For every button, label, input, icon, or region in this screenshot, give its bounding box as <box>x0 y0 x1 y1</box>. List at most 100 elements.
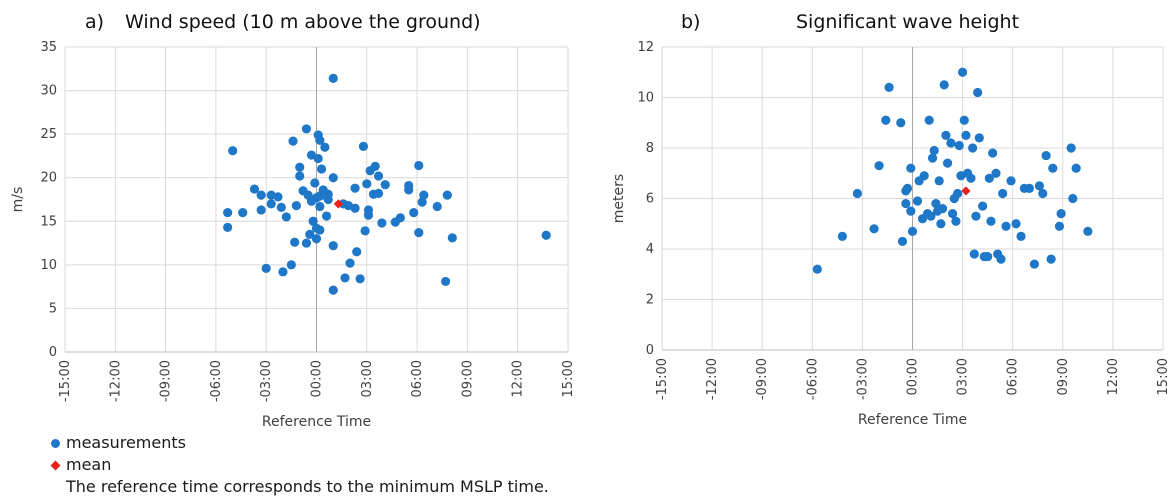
x-tick-label: 00:00 <box>906 358 921 395</box>
measurement-point <box>352 247 362 257</box>
y-tick-label: 35 <box>40 40 57 55</box>
measurement-point <box>345 258 355 268</box>
measurement-point <box>447 233 457 243</box>
measurement-point <box>316 164 327 174</box>
measurement-point <box>902 183 913 193</box>
measurement-point <box>373 188 384 198</box>
measurement-point <box>812 264 822 274</box>
measurement-point <box>380 180 390 190</box>
y-tick-label: 2 <box>646 293 654 308</box>
x-tick-label: 03:00 <box>956 358 971 395</box>
measurement-point <box>414 160 424 171</box>
measurement-point <box>266 199 276 209</box>
y-tick-label: 25 <box>40 127 57 142</box>
measurement-point <box>968 143 978 153</box>
measurement-point <box>929 145 939 156</box>
legend: measurements mean The reference time cor… <box>44 432 549 498</box>
y-tick-label: 6 <box>646 192 654 207</box>
x-tick-label: 06:00 <box>410 360 425 397</box>
measurement-point <box>340 273 350 283</box>
measurement-point <box>926 211 936 221</box>
measurement-point <box>874 161 884 171</box>
measurement-point <box>927 153 938 163</box>
measurement-point <box>311 234 322 244</box>
measurement-point <box>901 198 911 209</box>
x-tick-label: -06:00 <box>209 360 224 402</box>
measurement-point <box>936 219 946 229</box>
x-tick-label: -06:00 <box>805 358 820 400</box>
x-tick-label: -03:00 <box>259 360 274 402</box>
reference-time-note: The reference time corresponds to the mi… <box>66 477 549 496</box>
measurement-point <box>959 115 969 125</box>
measurement-point <box>1038 188 1048 199</box>
x-tick-label: -15:00 <box>655 358 670 400</box>
measurement-point <box>991 168 1001 178</box>
y-tick-label: 10 <box>40 258 57 273</box>
measurement-point <box>541 230 551 240</box>
measurement-point <box>417 197 427 207</box>
measurement-point <box>974 133 984 143</box>
measurement-point <box>310 178 320 188</box>
measurement-point <box>1048 163 1058 173</box>
measurement-point <box>377 218 387 228</box>
measurement-point <box>941 130 951 140</box>
measurement-point <box>273 192 283 202</box>
measurement-point <box>328 73 338 83</box>
measurement-point <box>896 118 906 128</box>
x-tick-label: 12:00 <box>1106 358 1121 395</box>
measurement-point <box>906 206 916 216</box>
measurement-point <box>315 225 325 235</box>
measurement-point <box>973 87 983 98</box>
measurement-point <box>328 285 338 295</box>
y-tick-label: 0 <box>646 343 654 358</box>
measurement-point <box>291 201 301 211</box>
measurement-point <box>315 135 325 145</box>
measurement-point <box>278 267 288 277</box>
y-tick-label: 30 <box>40 84 57 99</box>
y-tick-label: 10 <box>637 91 654 106</box>
x-tick-label: 15:00 <box>561 360 576 397</box>
measurement-point <box>937 204 948 214</box>
x-tick-label: 12:00 <box>511 360 526 397</box>
measurement-point <box>1041 150 1051 161</box>
measurement-point <box>881 115 891 125</box>
measurement-point <box>1054 221 1065 231</box>
measurement-point <box>355 274 365 284</box>
measurement-point <box>912 196 923 206</box>
panel-label: b) <box>681 11 700 33</box>
y-axis-label: meters <box>611 174 627 223</box>
chart-title: Wind speed (10 m above the ground) <box>125 11 481 33</box>
measurement-point <box>373 171 384 181</box>
measurement-point <box>301 124 312 134</box>
x-tick-label: 00:00 <box>310 360 325 397</box>
wave-height-panel: 0 2 4 6 8 10 12 -15:00 -12:00 -09:00 -06:00 -03:00 0… <box>611 11 1169 428</box>
measurement-point <box>1071 163 1081 173</box>
measurement-point <box>290 237 300 247</box>
measurement-point <box>978 201 988 211</box>
measurement-point <box>442 190 452 200</box>
measurement-point <box>934 176 944 186</box>
x-tick-label: 09:00 <box>1056 358 1071 395</box>
y-tick-label: 20 <box>40 171 57 186</box>
chart-title: Significant wave height <box>796 11 1019 33</box>
measurement-point <box>223 207 233 218</box>
measurement-point <box>1046 254 1056 264</box>
measurement-point <box>897 236 908 247</box>
y-tick-label: 8 <box>646 141 654 156</box>
measurement-point <box>869 224 879 234</box>
measurement-point <box>906 163 916 173</box>
legend-item-measurements: measurements <box>44 432 549 454</box>
measurement-point <box>395 213 405 223</box>
measurement-point <box>315 201 325 212</box>
x-tick-label: 09:00 <box>460 360 475 397</box>
mean-marker-icon <box>50 460 60 470</box>
measurement-point <box>286 260 296 270</box>
measurement-point <box>295 162 305 172</box>
x-tick-label: -12:00 <box>108 360 123 402</box>
measurement-point <box>321 211 332 221</box>
x-tick-label: 15:00 <box>1156 358 1169 395</box>
measurement-point <box>946 138 956 148</box>
measurement-point <box>350 203 360 213</box>
measurement-point <box>1056 209 1066 219</box>
